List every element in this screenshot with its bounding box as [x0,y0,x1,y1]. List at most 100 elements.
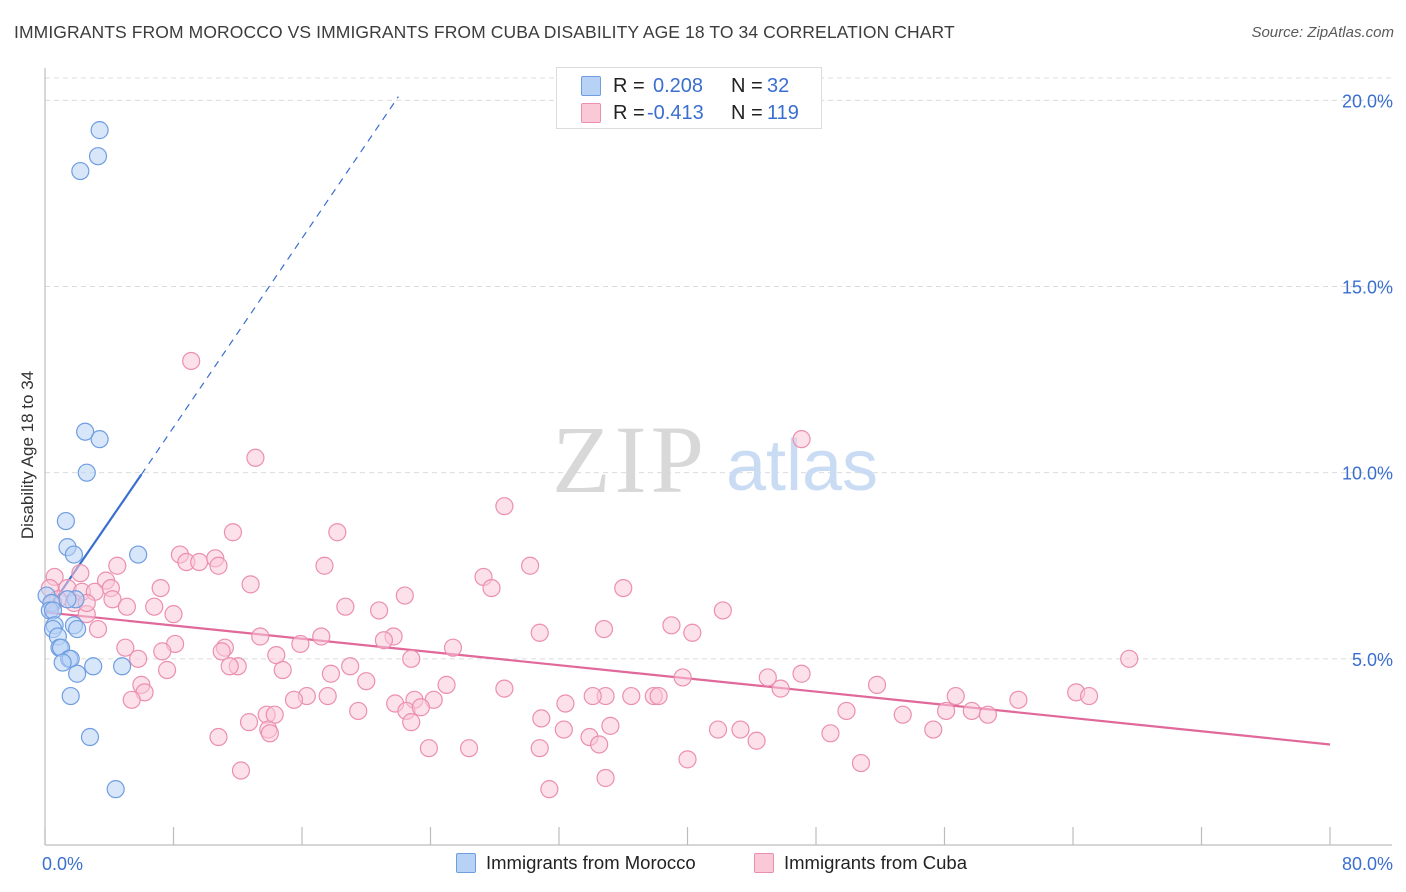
watermark: ZIP atlas [552,406,878,513]
cuba-point [771,679,790,698]
cuba-point [328,523,347,542]
bottom-legend-label-morocco: Immigrants from Morocco [486,852,696,873]
cuba-point [321,664,341,683]
morocco-point [56,511,75,531]
cuba-point [708,720,728,739]
cuba-point [357,672,376,691]
x-tick-label-min: 0.0% [42,854,83,874]
cuba-point [792,664,811,683]
cuba-point [260,724,279,743]
cuba-point [594,619,614,639]
cuba-point [220,657,239,676]
cuba-point [731,720,750,739]
cuba-point [71,564,90,583]
morocco-point [68,619,87,639]
cuba-point [678,750,697,769]
cuba-point [336,597,355,616]
cuba-point [190,552,209,572]
x-tick-label-max: 80.0% [1342,854,1393,874]
bottom-legend-swatch-cuba [754,853,774,873]
cuba-point [395,586,414,605]
cuba-point [792,430,811,449]
legend-r-label: R = [613,102,645,124]
cuba-point [554,720,573,739]
cuba-point [157,660,177,680]
cuba-point [962,701,981,721]
cuba-point [239,713,259,732]
cuba-point [164,605,183,624]
cuba-point [209,727,228,747]
cuba-point [129,649,148,668]
cuba-point [116,638,135,657]
bottom-legend-swatch-morocco [456,853,476,873]
morocco-point [53,653,72,672]
cuba-point [649,686,668,706]
legend-n-value-cuba: 119 [767,102,799,124]
cuba-point [601,716,620,735]
grid-lines [45,77,1392,660]
cuba-point [622,686,641,706]
legend-n-label: N = [731,75,763,97]
morocco-point [80,727,100,747]
cuba-point [924,720,943,739]
cuba-point [596,768,615,788]
legend-r-value-cuba: -0.413 [647,102,704,124]
legend-swatch-cuba [581,103,601,123]
morocco-point [71,161,90,181]
cuba-point [443,638,463,657]
cuba-point [437,675,456,694]
cuba-point [231,761,251,780]
cuba-point [349,701,368,721]
cuba-point [495,497,514,516]
cuba-point [153,642,172,661]
cuba-point [117,597,137,616]
cuba-point [182,351,201,371]
cuba-point [145,597,164,616]
cuba-point [1079,686,1099,706]
cuba-point [419,739,438,758]
legend-r-label: R = [613,75,645,97]
cuba-point [251,627,270,646]
morocco-point [84,657,103,676]
cuba-point [482,578,501,598]
cuba-point [614,578,633,598]
morocco-point [88,147,108,166]
cuba-point [122,690,141,709]
morocco-point [90,121,109,140]
cuba-point [108,556,127,575]
cuba-point [713,601,732,620]
y-tick-label: 20.0% [1342,91,1393,111]
cuba-point [590,735,609,754]
legend-n-value-morocco: 32 [767,75,790,97]
cuba-point [151,578,170,598]
cuba-point [556,694,575,713]
cuba-point [937,701,956,721]
y-tick-label: 10.0% [1342,464,1393,484]
cuba-point [495,679,514,698]
axes [44,68,1392,846]
cuba-point [1120,649,1139,668]
cuba-point [893,705,912,724]
cuba-point [583,686,602,706]
cuba-point [103,590,122,609]
cuba-point [520,556,540,575]
cuba-point [459,739,479,758]
cuba-point [411,698,430,717]
source-credit: Source: ZipAtlas.com [1251,24,1394,41]
cuba-point [318,686,337,706]
legend-r-value-morocco: 0.208 [653,75,704,97]
cuba-point [532,709,551,728]
cuba-point [315,556,334,575]
cuba-point [273,660,292,680]
bottom-legend-label-cuba: Immigrants from Cuba [784,852,967,873]
morocco-point [106,780,125,799]
cuba-point [673,668,692,687]
legend-n-label: N = [731,102,763,124]
cuba-point [540,780,559,799]
morocco-point [76,422,95,441]
cuba-point [374,631,394,650]
cuba-point [747,731,766,750]
cuba-point [284,690,304,709]
morocco-point [61,686,80,706]
morocco-point [58,590,77,609]
